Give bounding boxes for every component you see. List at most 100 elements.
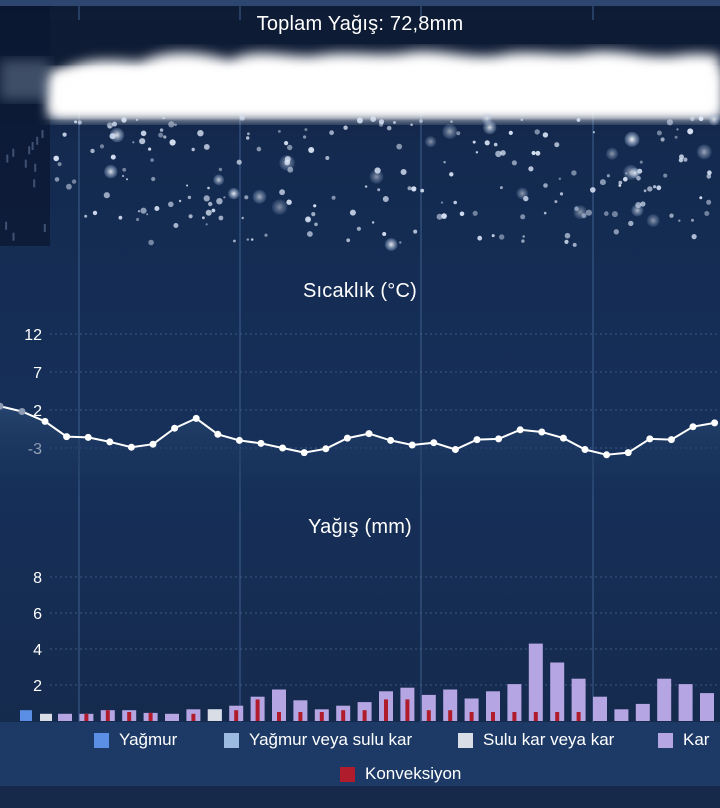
sleet-or-snow-bar xyxy=(40,713,52,721)
snowflake-icon xyxy=(191,147,195,152)
snowflake-icon xyxy=(410,123,413,126)
snowflake-icon xyxy=(279,189,285,196)
snowflake-icon xyxy=(158,132,164,138)
snowflake-icon xyxy=(669,213,674,218)
snowflake-icon xyxy=(706,199,712,205)
snowflake-icon xyxy=(197,130,204,137)
snowflake-icon xyxy=(477,235,483,241)
convection-bar xyxy=(533,712,538,721)
precipitation-tick-label: 8 xyxy=(33,570,42,587)
snowflake-icon xyxy=(203,144,210,150)
temperature-point xyxy=(581,446,589,453)
precipitation-tick-label: 6 xyxy=(33,606,42,623)
snowflake-icon xyxy=(443,161,446,164)
cloud-band-icon xyxy=(0,20,720,119)
temperature-point xyxy=(538,428,546,436)
snowflake-icon xyxy=(121,117,127,123)
snow-bar xyxy=(571,678,586,721)
temperature-point xyxy=(711,419,719,427)
snowflake-icon xyxy=(205,223,208,226)
rain-streak-icon xyxy=(28,146,31,155)
temperature-point xyxy=(214,430,222,438)
snowflake-icon xyxy=(218,167,223,172)
convection-bar xyxy=(255,699,260,721)
snowflake-icon xyxy=(314,222,318,227)
snowflake-icon xyxy=(590,187,596,193)
snowflake-icon xyxy=(618,180,623,185)
snowflake-icon xyxy=(606,174,611,178)
temperature-point xyxy=(451,446,459,453)
snowflake-icon xyxy=(236,159,242,165)
convection-bar xyxy=(448,710,453,721)
rain-streak-icon xyxy=(33,179,36,188)
sleet-or-snow-bar xyxy=(207,709,222,721)
chart-legend: Yağmur Yağmur veya sulu kar Sulu kar vey… xyxy=(0,722,720,786)
snowflake-icon xyxy=(528,166,534,172)
legend-item-rain-or-sleet[interactable]: Yağmur veya sulu kar xyxy=(224,730,412,750)
snowflake-icon xyxy=(110,154,116,160)
snowflake-icon xyxy=(508,130,513,135)
snowflake-icon xyxy=(483,120,497,135)
rain-bar xyxy=(20,710,32,721)
snowflake-icon xyxy=(287,166,294,173)
snowflake-icon xyxy=(71,179,77,184)
snowflake-icon xyxy=(364,185,368,188)
rain-streak-icon xyxy=(24,159,27,168)
snowflake-icon xyxy=(413,229,418,234)
snowflake-icon xyxy=(564,239,569,244)
temperature-point xyxy=(257,439,265,447)
convection-bar xyxy=(319,712,324,721)
temperature-point xyxy=(41,417,49,425)
legend-item-rain[interactable]: Yağmur xyxy=(94,730,177,750)
snowflake-icon xyxy=(169,139,176,146)
snowflake-icon xyxy=(103,192,110,199)
temperature-tick-label: 7 xyxy=(33,365,42,382)
snowflake-icon xyxy=(286,199,292,205)
snowflake-icon xyxy=(228,187,240,200)
snowflake-icon xyxy=(284,159,291,166)
snow-bar xyxy=(614,709,629,721)
snowflake-icon xyxy=(573,205,588,220)
temperature-point xyxy=(365,430,373,438)
rain-streak-icon xyxy=(41,130,44,139)
temperature-point xyxy=(667,436,675,444)
snowflake-icon xyxy=(564,232,571,239)
convection-bar xyxy=(469,712,474,721)
convection-bar xyxy=(341,710,346,721)
snowflake-icon xyxy=(472,210,478,216)
convection-bar xyxy=(148,712,153,721)
snowflake-icon xyxy=(77,120,82,125)
temperature-point xyxy=(300,449,308,457)
snowflake-icon xyxy=(168,201,174,208)
precipitation-chart-title: Yağış (mm) xyxy=(308,516,412,538)
snowflake-icon xyxy=(613,229,619,235)
snowflake-icon xyxy=(241,216,244,220)
convection-swatch-icon xyxy=(340,766,355,782)
snowflake-icon xyxy=(708,114,720,126)
rain-streak-icon xyxy=(43,224,46,232)
snowflake-icon xyxy=(187,195,192,200)
snowflake-icon xyxy=(534,129,540,135)
temperature-point xyxy=(0,402,4,410)
rain-streak-icon xyxy=(31,142,34,150)
snowflake-icon xyxy=(146,213,149,216)
temperature-tick-label: 2 xyxy=(33,403,42,420)
snowflake-icon xyxy=(207,186,210,190)
snowflake-icon xyxy=(623,164,639,180)
snowflake-icon xyxy=(90,148,95,154)
rain-streak-icon xyxy=(6,154,9,163)
snowflake-icon xyxy=(440,201,444,204)
convection-bar xyxy=(576,712,581,721)
snowflake-icon xyxy=(329,130,334,136)
legend-item-snow[interactable]: Kar xyxy=(658,730,709,750)
legend-item-sleet-or-snow[interactable]: Sulu kar veya kar xyxy=(458,730,614,750)
snowflake-icon xyxy=(104,164,118,179)
rain-streak-icon xyxy=(12,148,15,157)
temperature-line xyxy=(0,405,715,456)
snowflake-icon xyxy=(203,195,210,202)
rain-streak-icon xyxy=(34,163,37,172)
snowflake-icon xyxy=(139,138,146,145)
legend-item-convection[interactable]: Konveksiyon xyxy=(340,764,461,784)
snowflake-icon xyxy=(691,218,694,222)
temperature-point xyxy=(18,408,26,416)
